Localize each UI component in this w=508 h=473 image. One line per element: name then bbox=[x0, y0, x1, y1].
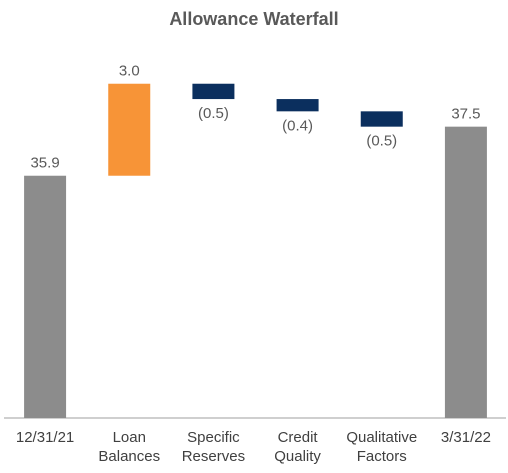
x-tick-label: 3/31/22 bbox=[440, 429, 491, 446]
value-label: (0.5) bbox=[366, 133, 397, 150]
bar bbox=[24, 175, 67, 418]
bar bbox=[192, 83, 235, 100]
x-tick-label: Loan Balances bbox=[98, 429, 161, 465]
value-label: (0.4) bbox=[282, 117, 313, 134]
bar bbox=[108, 83, 151, 176]
x-tick-label: 12/31/21 bbox=[15, 429, 75, 446]
x-tick-label: Qualitative Factors bbox=[346, 429, 418, 465]
chart-title: Allowance Waterfall bbox=[169, 9, 338, 29]
value-label: 3.0 bbox=[119, 63, 140, 80]
value-label: (0.5) bbox=[198, 105, 229, 122]
bar bbox=[444, 126, 487, 419]
bar bbox=[360, 111, 403, 127]
x-tick-label: Specific Reserves bbox=[181, 429, 246, 465]
value-label: 35.9 bbox=[30, 155, 59, 172]
bar bbox=[276, 99, 319, 112]
value-label: 37.5 bbox=[451, 106, 480, 123]
x-tick-label: Credit Quality bbox=[274, 429, 321, 465]
